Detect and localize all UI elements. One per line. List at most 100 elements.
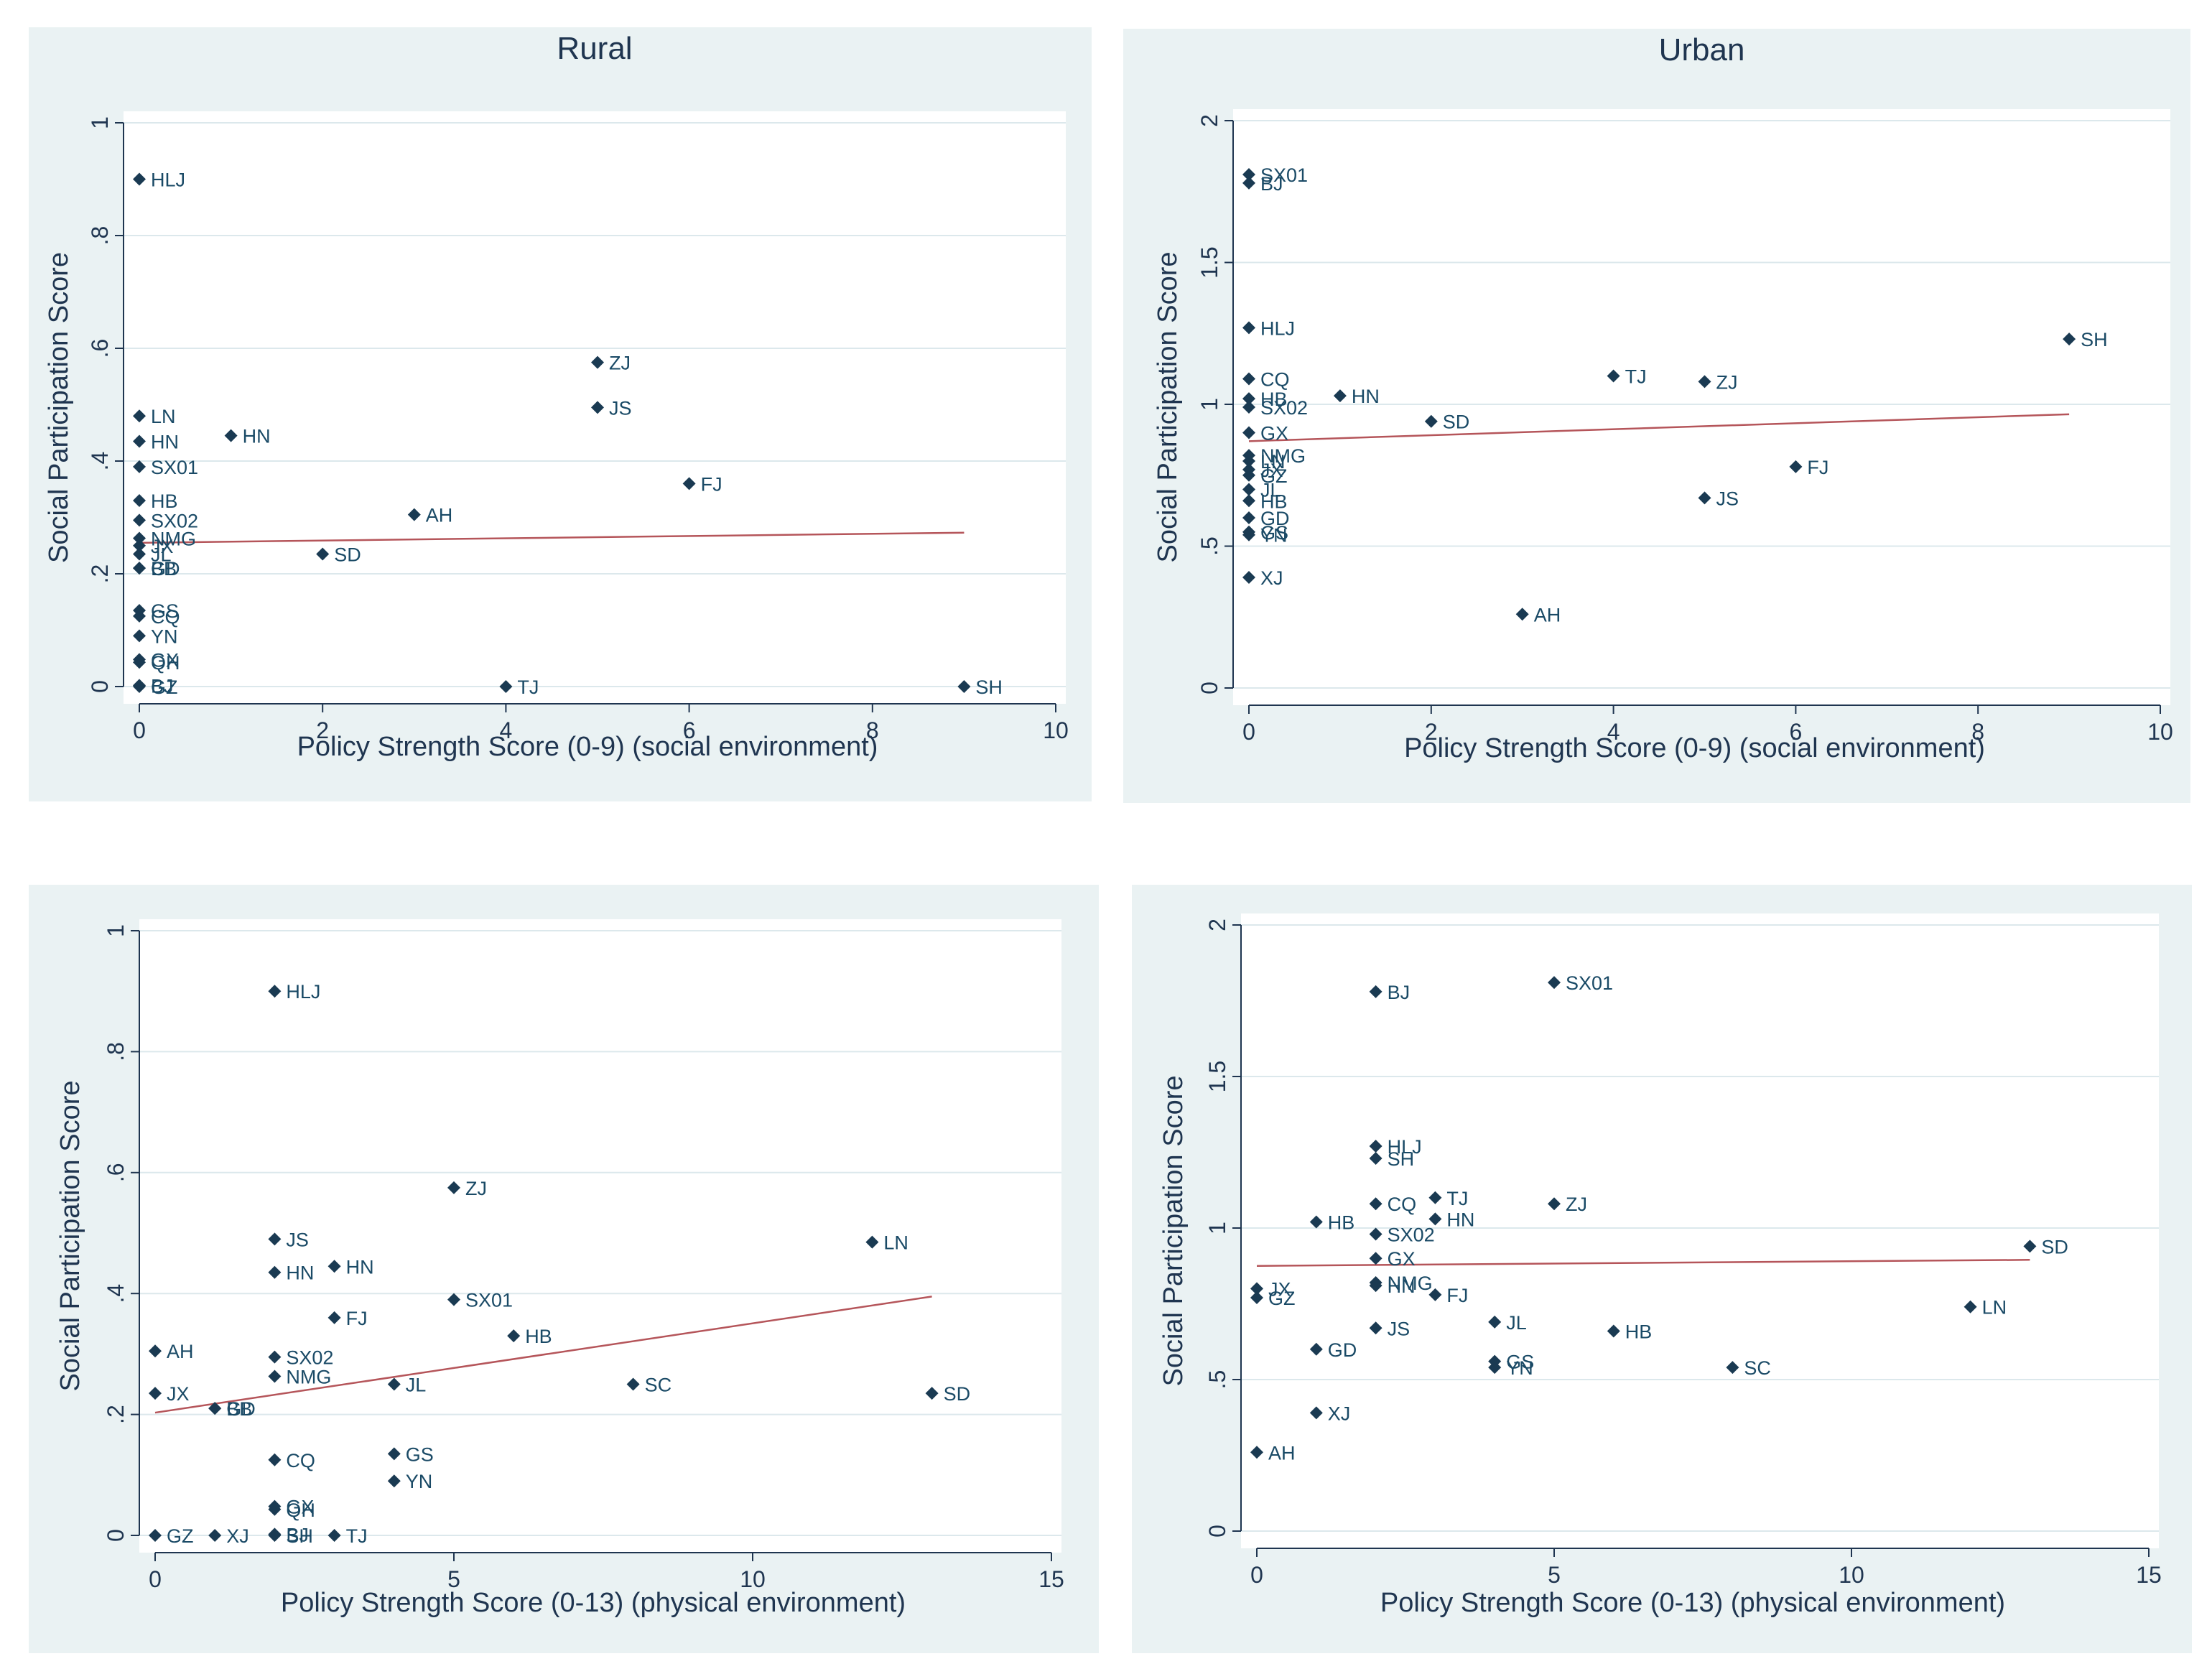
data-point bbox=[387, 1447, 401, 1461]
fitted-line bbox=[1248, 413, 2070, 442]
point-label: BJ bbox=[1388, 982, 1411, 1003]
point-label: GD bbox=[226, 1398, 256, 1420]
data-point bbox=[133, 562, 146, 575]
data-point bbox=[133, 409, 146, 423]
point-label: ZJ bbox=[465, 1178, 487, 1199]
data-point bbox=[1428, 1288, 1442, 1301]
y-tick-label: 0 bbox=[1204, 1525, 1230, 1538]
y-tick-label: .2 bbox=[103, 1405, 129, 1424]
y-tick-label: 1 bbox=[103, 924, 129, 937]
data-point bbox=[1428, 1191, 1442, 1204]
data-point bbox=[1369, 1321, 1382, 1335]
data-point bbox=[268, 1502, 282, 1516]
point-label: CQ bbox=[286, 1450, 315, 1471]
point-label: HB bbox=[1625, 1321, 1653, 1342]
point-label: GX bbox=[286, 1497, 314, 1518]
point-label: GX bbox=[1260, 423, 1288, 445]
data-point bbox=[1369, 1151, 1382, 1165]
y-axis-title: Social Participation Score bbox=[44, 252, 74, 563]
y-tick-label: .2 bbox=[87, 564, 113, 584]
x-tick-label: 15 bbox=[1038, 1566, 1064, 1592]
data-point bbox=[224, 429, 238, 442]
point-label: XJ bbox=[1260, 567, 1283, 589]
data-point bbox=[268, 1265, 282, 1279]
y-tick-label: 0 bbox=[87, 680, 113, 693]
y-tick-label: .4 bbox=[103, 1284, 129, 1303]
data-point bbox=[1488, 1361, 1502, 1375]
point-label: HN bbox=[346, 1256, 374, 1278]
y-tick-label: 0 bbox=[103, 1529, 129, 1542]
data-point bbox=[925, 1387, 939, 1400]
point-label: LN bbox=[151, 406, 176, 427]
point-label: FJ bbox=[1446, 1285, 1468, 1306]
point-label: BJ bbox=[151, 675, 174, 697]
data-point bbox=[208, 1529, 222, 1542]
plot-area bbox=[1233, 109, 2170, 705]
point-label: YN bbox=[1506, 1357, 1533, 1379]
urban-physical-panel: 0 .5 1 1.5 2 0 5 10 15 SX01 BJ HLJ SH CQ TJ ZJ HN HB SX02 S… bbox=[1132, 885, 2192, 1653]
y-tick-label: 2 bbox=[1196, 114, 1222, 127]
data-point bbox=[268, 1350, 282, 1364]
point-label: JS bbox=[286, 1229, 309, 1250]
point-label: JX bbox=[1260, 460, 1283, 481]
point-label: JS bbox=[1388, 1318, 1411, 1339]
point-label: SX01 bbox=[151, 457, 198, 478]
point-label: AH bbox=[1534, 604, 1561, 626]
point-label: SH bbox=[1388, 1148, 1415, 1170]
data-point bbox=[133, 547, 146, 561]
x-tick-label: 0 bbox=[1242, 719, 1255, 745]
data-point bbox=[1607, 1324, 1620, 1338]
point-label: SX02 bbox=[1388, 1224, 1435, 1245]
point-label: YN bbox=[1260, 525, 1288, 547]
point-label: SD bbox=[2041, 1236, 2068, 1257]
point-label: JS bbox=[609, 397, 632, 419]
point-label: GS bbox=[151, 600, 179, 622]
point-label: GZ bbox=[1260, 465, 1288, 487]
point-label: GD bbox=[1260, 508, 1290, 529]
data-point bbox=[1309, 1342, 1323, 1356]
point-label: GZ bbox=[1268, 1288, 1296, 1309]
data-point bbox=[1548, 976, 1561, 990]
data-point bbox=[682, 477, 696, 490]
x-tick-label: 0 bbox=[149, 1566, 162, 1592]
data-point bbox=[1242, 372, 1255, 386]
point-label: FJ bbox=[701, 473, 722, 495]
point-label: TJ bbox=[517, 676, 539, 698]
data-point bbox=[1428, 1212, 1442, 1226]
point-label: HN bbox=[1446, 1209, 1474, 1230]
data-point bbox=[327, 1311, 341, 1324]
data-point bbox=[1242, 426, 1255, 440]
point-label: XJ bbox=[226, 1525, 249, 1547]
point-label: HN bbox=[286, 1263, 314, 1284]
point-label: TJ bbox=[1625, 366, 1647, 388]
point-label: ZJ bbox=[1566, 1194, 1587, 1215]
data-point bbox=[957, 680, 971, 693]
data-point bbox=[149, 1529, 162, 1542]
data-point bbox=[865, 1235, 879, 1249]
data-point bbox=[1242, 176, 1255, 190]
point-label: SX01 bbox=[1566, 972, 1613, 994]
point-label: SD bbox=[1443, 411, 1470, 433]
point-label: GD bbox=[151, 558, 180, 580]
point-label: GX bbox=[151, 649, 179, 671]
x-tick-label: 8 bbox=[866, 717, 879, 743]
fitted-line bbox=[1256, 1259, 2030, 1267]
point-label: BB bbox=[151, 558, 177, 580]
data-point bbox=[1369, 985, 1382, 998]
data-point bbox=[327, 1529, 341, 1542]
data-point bbox=[133, 680, 146, 693]
data-point bbox=[133, 434, 146, 448]
data-point bbox=[327, 1260, 341, 1273]
plot-area bbox=[139, 919, 1061, 1553]
point-label: BJ bbox=[1260, 173, 1283, 195]
y-axis-title: Social Participation Score bbox=[55, 1081, 85, 1392]
point-label: XJ bbox=[1328, 1403, 1351, 1424]
point-label: HB bbox=[525, 1326, 552, 1347]
data-point bbox=[1250, 1446, 1263, 1459]
point-label: HLJ bbox=[286, 981, 320, 1003]
data-point bbox=[591, 401, 604, 414]
point-label: JL bbox=[151, 544, 172, 566]
point-label: GS bbox=[1260, 522, 1288, 544]
data-point bbox=[1548, 1197, 1561, 1211]
